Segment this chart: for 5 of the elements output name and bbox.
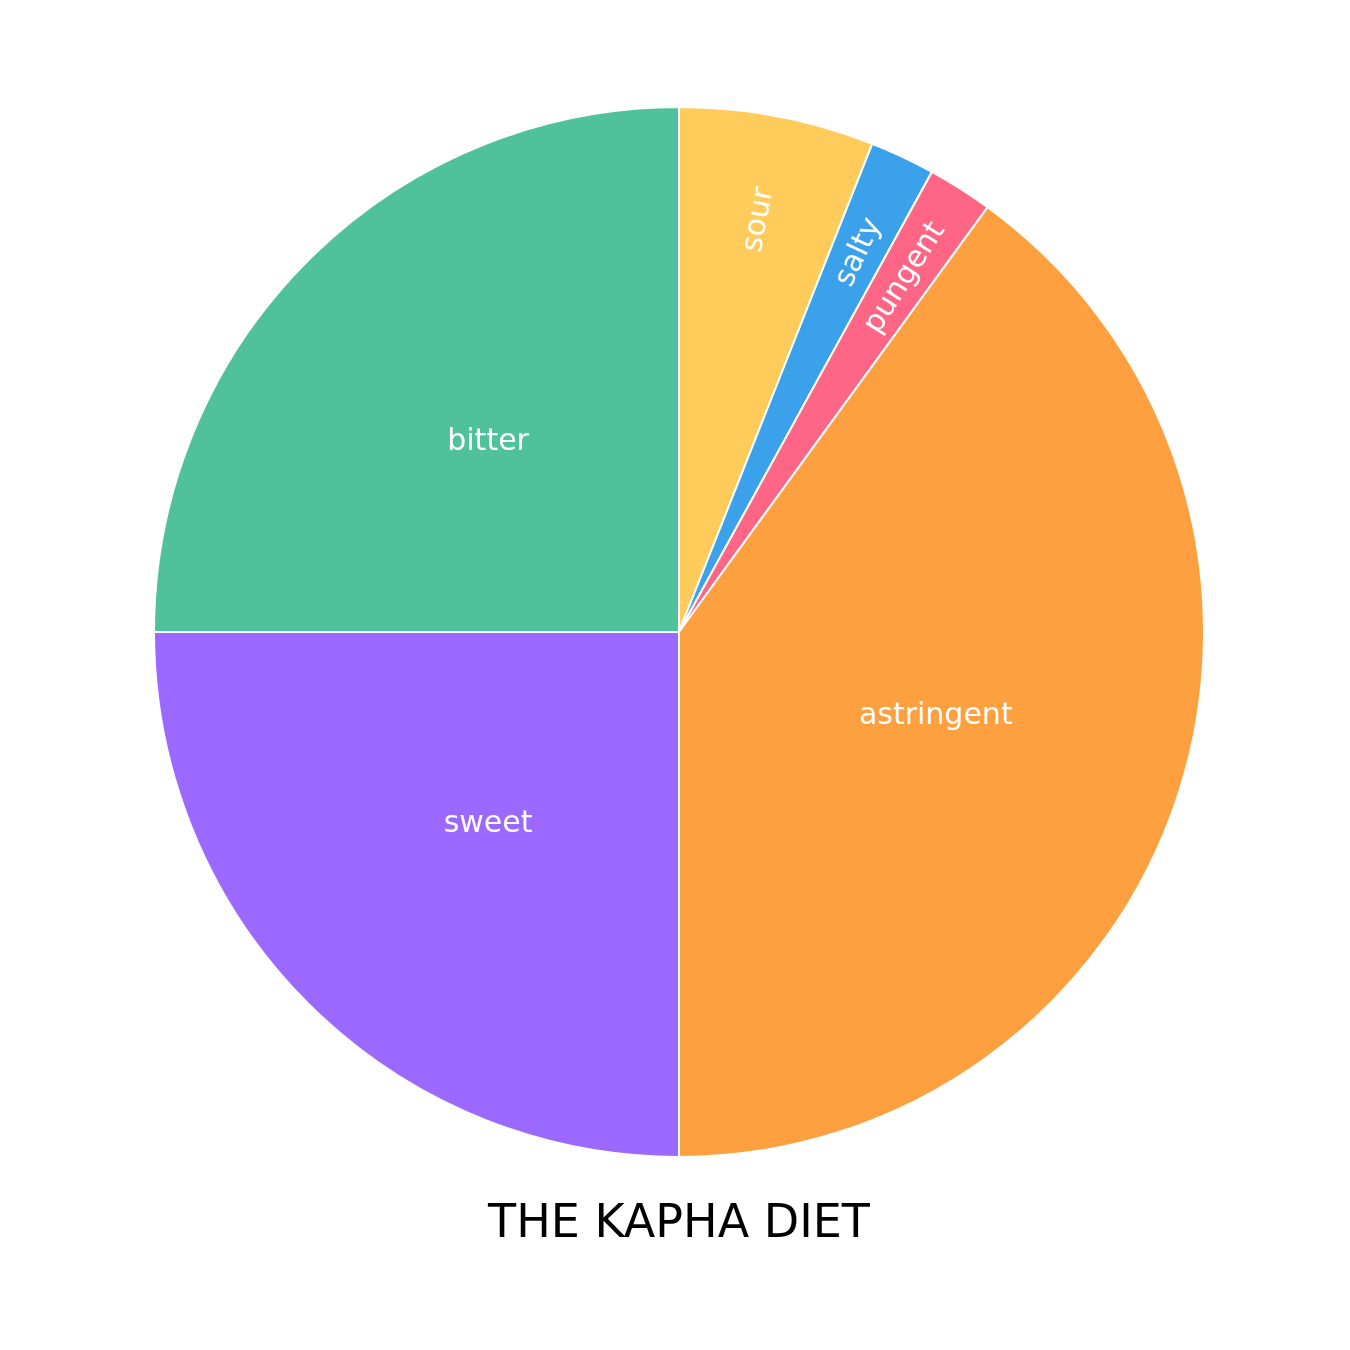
slice-label: bitter bbox=[447, 422, 530, 458]
slice-label: astringent bbox=[858, 696, 1013, 732]
text: THE KAPHA DIET bbox=[487, 1194, 871, 1248]
slice-label: sweet bbox=[443, 803, 533, 839]
slice-label: sour bbox=[732, 183, 780, 255]
